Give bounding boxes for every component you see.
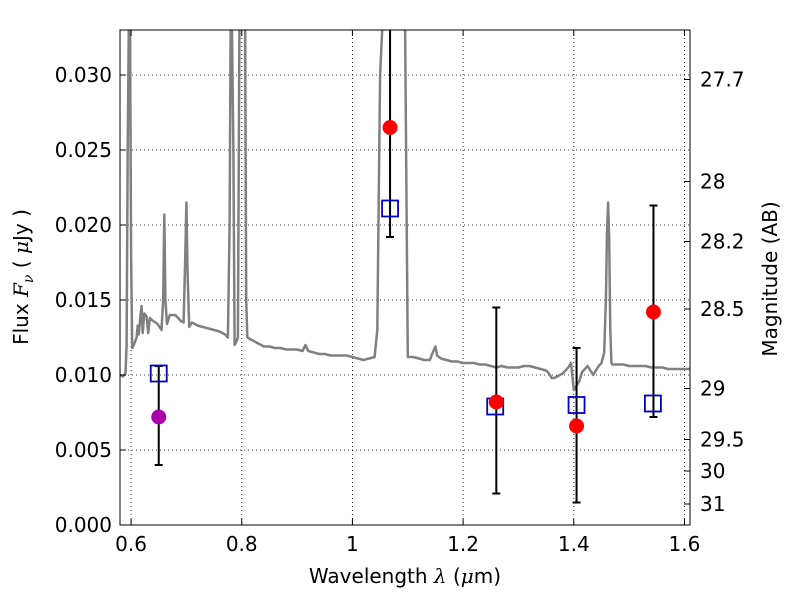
model-square-marker xyxy=(567,396,586,414)
observed-flux-point xyxy=(151,409,167,425)
y2-tick-label: 27.7 xyxy=(700,68,745,92)
model-square-marker xyxy=(644,394,662,413)
y2-tick-label: 28 xyxy=(700,170,725,194)
y-axis-title: Flux Fν ( μJy ) xyxy=(9,209,37,345)
y-tick-label: 0.015 xyxy=(55,288,112,312)
y-tick-label: 0.025 xyxy=(55,138,112,162)
x-tick-label: 0.8 xyxy=(226,532,258,556)
y2-tick-label: 31 xyxy=(700,492,725,516)
model-square-marker xyxy=(149,364,168,383)
y-tick-label: 0.020 xyxy=(55,213,112,237)
plot-frame xyxy=(119,29,691,526)
y2-tick-label: 28.2 xyxy=(700,230,745,254)
x-tick-label: 0.6 xyxy=(115,532,147,556)
spectrum-layer xyxy=(120,30,690,392)
y2-tick-label: 29.5 xyxy=(700,428,745,452)
y-axis-ticks: 0.000 0.005 0.010 0.015 0.020 0.025 0.030 xyxy=(55,63,126,537)
y2-tick-label: 30 xyxy=(700,459,725,483)
model-square-marker xyxy=(381,199,399,218)
observed-flux-point xyxy=(382,120,398,135)
y-tick-label: 0.005 xyxy=(55,438,112,462)
observed-flux-point xyxy=(488,394,504,410)
y-tick-label: 0.000 xyxy=(55,513,112,537)
y2-tick-label: 29 xyxy=(700,377,725,401)
x-axis-title: Wavelength λ (μm) xyxy=(309,564,501,588)
marker-layer xyxy=(149,120,662,434)
y-tick-label: 0.010 xyxy=(55,363,112,387)
x-tick-label: 1.2 xyxy=(447,532,479,556)
y-tick-label: 0.030 xyxy=(55,63,112,87)
model-spectrum-line xyxy=(120,30,690,392)
y2-tick-label: 28.5 xyxy=(700,297,745,321)
x-axis-ticks: 0.6 0.8 1 1.2 1.4 1.6 xyxy=(115,30,700,556)
observed-flux-point xyxy=(645,304,661,320)
x-tick-label: 1.4 xyxy=(558,532,590,556)
observed-flux-point xyxy=(569,418,585,434)
y2-axis-title: Magnitude (AB) xyxy=(758,201,782,356)
y2-axis-ticks: 27.7 28 28.2 28.5 29 29.5 30 31 xyxy=(684,68,745,516)
x-tick-label: 1.6 xyxy=(669,532,701,556)
x-tick-label: 1 xyxy=(346,532,359,556)
